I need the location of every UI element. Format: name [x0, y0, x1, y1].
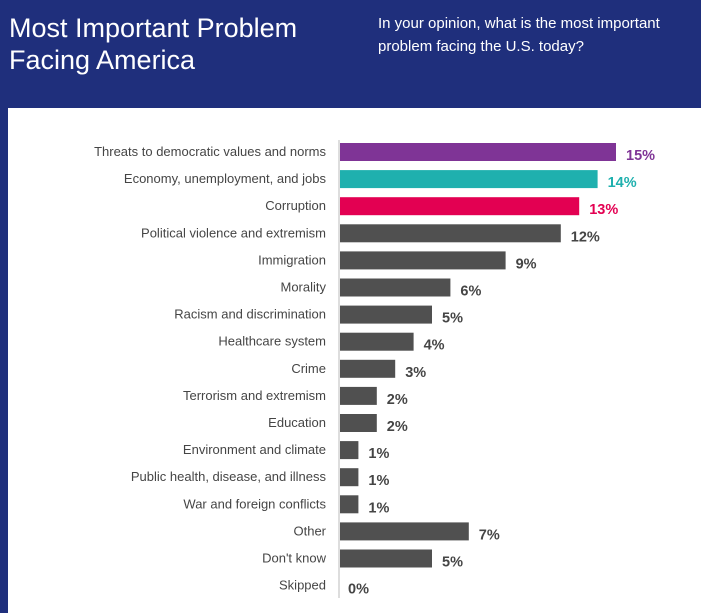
- category-label: Don't know: [262, 551, 327, 566]
- survey-question: In your opinion, what is the most import…: [378, 15, 660, 55]
- category-label: Economy, unemployment, and jobs: [124, 171, 327, 186]
- category-label: Public health, disease, and illness: [131, 469, 327, 484]
- bar: [340, 170, 598, 189]
- value-label: 12%: [571, 229, 600, 245]
- value-label: 9%: [516, 256, 537, 272]
- category-label: Immigration: [258, 252, 326, 267]
- value-label: 7%: [479, 527, 500, 543]
- value-label: 1%: [368, 446, 389, 462]
- bar: [340, 522, 469, 541]
- chart-panel: Threats to democratic values and norms 15…: [8, 108, 701, 613]
- category-label: Political violence and extremism: [141, 225, 326, 240]
- bar: [340, 495, 359, 514]
- category-label: Racism and discrimination: [174, 307, 326, 322]
- value-label: 2%: [387, 419, 408, 435]
- value-label: 3%: [405, 365, 426, 381]
- category-label: Other: [293, 523, 326, 538]
- bar: [340, 549, 432, 568]
- chart-title: Most Important Problem Facing America: [9, 13, 298, 75]
- value-label: 1%: [368, 473, 389, 489]
- bar: [340, 224, 561, 243]
- category-label: Education: [268, 415, 326, 430]
- bar: [340, 143, 616, 161]
- category-label: Morality: [280, 280, 326, 295]
- bar-chart: Threats to democratic values and norms 15…: [94, 140, 655, 598]
- category-label: Crime: [291, 361, 326, 376]
- value-label: 6%: [460, 284, 481, 300]
- value-label: 14%: [608, 175, 637, 191]
- category-label: Terrorism and extremism: [183, 388, 326, 403]
- bar: [340, 386, 377, 405]
- bar: [340, 251, 506, 270]
- bar: [340, 278, 451, 297]
- value-label: 1%: [368, 500, 389, 516]
- value-label: 13%: [589, 202, 618, 218]
- bar: [340, 197, 580, 216]
- category-label: Skipped: [279, 578, 326, 593]
- bar: [340, 359, 396, 378]
- category-label: Corruption: [265, 198, 326, 213]
- bar: [340, 468, 359, 487]
- category-label: War and foreign conflicts: [183, 496, 326, 511]
- category-label: Healthcare system: [218, 334, 326, 349]
- value-label: 4%: [424, 338, 445, 354]
- bar: [340, 441, 359, 460]
- bar: [340, 332, 414, 351]
- value-label: 5%: [442, 311, 463, 327]
- value-label: 2%: [387, 392, 408, 408]
- bar: [340, 414, 377, 432]
- category-label: Environment and climate: [183, 442, 326, 457]
- category-label: Threats to democratic values and norms: [94, 144, 326, 159]
- value-label: 5%: [442, 555, 463, 571]
- value-label: 15%: [626, 148, 655, 164]
- bar: [340, 305, 432, 324]
- value-label: 0%: [348, 582, 369, 598]
